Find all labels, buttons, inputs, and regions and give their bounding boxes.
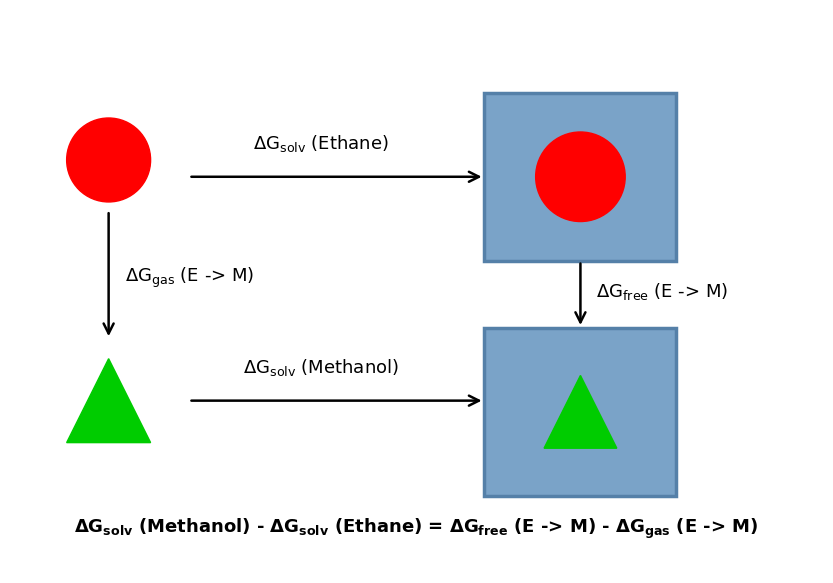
Text: $\Delta$G$_{\mathregular{free}}$ (E -> M): $\Delta$G$_{\mathregular{free}}$ (E -> M… bbox=[596, 281, 729, 302]
Text: $\Delta$G$_{\mathregular{solv}}$ (Ethane): $\Delta$G$_{\mathregular{solv}}$ (Ethane… bbox=[252, 134, 388, 154]
Text: $\Delta$G$_{\mathregular{gas}}$ (E -> M): $\Delta$G$_{\mathregular{gas}}$ (E -> M) bbox=[125, 265, 254, 290]
Text: $\Delta$G$_{\mathregular{solv}}$ (Methanol): $\Delta$G$_{\mathregular{solv}}$ (Methan… bbox=[242, 357, 398, 378]
Ellipse shape bbox=[67, 118, 151, 202]
Bar bbox=[485, 328, 676, 496]
Bar bbox=[485, 93, 676, 261]
Text: $\mathbf{\Delta}$G$_{\mathbf{solv}}$ (Methanol) - $\mathbf{\Delta}$G$_{\mathbf{s: $\mathbf{\Delta}$G$_{\mathbf{solv}}$ (Me… bbox=[74, 517, 759, 540]
Polygon shape bbox=[544, 375, 616, 448]
Ellipse shape bbox=[536, 132, 626, 222]
Polygon shape bbox=[67, 359, 151, 442]
